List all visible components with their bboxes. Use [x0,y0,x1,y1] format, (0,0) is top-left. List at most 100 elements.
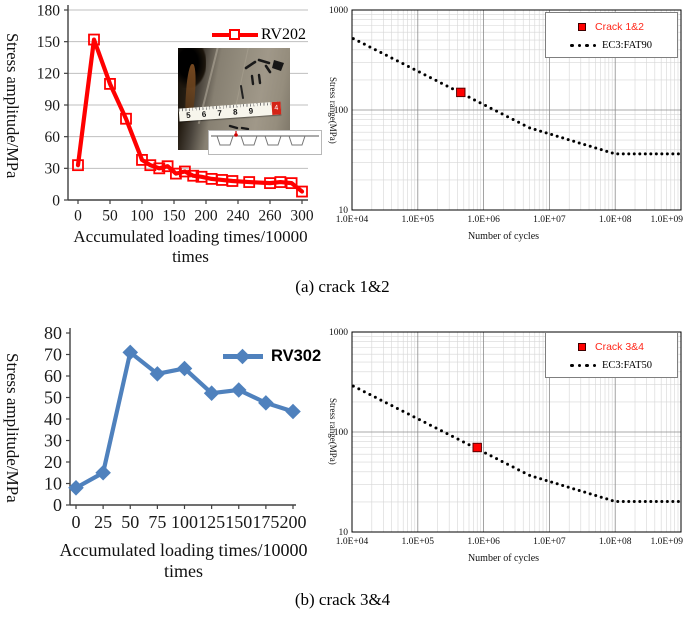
y-tick-label: 40 [44,409,62,429]
curve-dot [439,81,443,85]
y-tick-label: 1000 [329,6,348,16]
x-tick-label: 0 [74,208,82,225]
data-point-marker [296,185,308,198]
curve-dot [395,59,399,63]
curve-dot [643,499,647,503]
y-tick-label: 120 [37,66,61,83]
dotted-line-marker-icon [570,363,596,368]
x-tick-label: 25 [94,512,112,532]
curve-dot [577,141,581,145]
x-tick-label: 1.0E+06 [467,215,500,225]
x-tick-label: 260 [258,208,282,225]
caption-b: (b) crack 3&4 [294,590,391,609]
curve-dot [506,115,510,119]
curve-dot [473,98,477,102]
curve-dot [390,56,394,60]
curve-dot [484,451,488,455]
y-tick-label: 80 [44,323,62,343]
curve-dot [550,133,554,137]
curve-dot [610,151,614,155]
x-tick-label: 125 [198,512,225,532]
curve-dot [632,499,636,503]
sn-a-legend-line-label: EC3:FAT90 [602,40,652,51]
curve-dot [533,128,537,132]
curve-dot [384,401,388,405]
legend-row: EC3:FAT50 [546,356,677,375]
rv202-chart: 0 30 60 90 120 150 180 0 50 100 150 200 240 260 300 [37,2,314,224]
curve-dot [577,489,581,493]
curve-dot [500,112,504,116]
y-tick-label: 0 [53,495,62,515]
curve-dot [660,499,664,503]
data-point-marker [285,403,301,420]
data-point-marker [258,395,274,411]
curve-dot [362,42,366,46]
curve-dot [539,129,543,133]
curve-dot [649,499,653,503]
curve-dot [351,37,355,41]
curve-dot [522,123,526,127]
data-point-marker [285,177,298,190]
curve-dot [561,136,565,140]
curve-dot [384,53,388,57]
data-point-marker [203,385,220,401]
y-tick-label: 10 [339,206,349,216]
y-tick-label: 100 [334,106,349,116]
x-tick-label: 1.0E+04 [336,537,369,547]
data-point-marker [144,159,157,172]
curve-dot [594,146,598,150]
curve-dot [445,432,449,436]
data-point-marker [170,167,182,180]
legend-row: Crack 3&4 [546,337,677,356]
data-point-marker [274,176,287,188]
curve-dot [588,492,592,496]
sn-b-y-axis-title: Stress range(MPa) [328,397,338,465]
curve-dot [544,478,548,482]
curve-dot [572,487,576,491]
curve-dot [412,67,416,71]
y-tick-label: 70 [44,345,62,365]
curve-dot [456,437,460,441]
x-tick-label: 100 [171,512,198,532]
curve-dot [528,473,532,477]
legend-row: EC3:FAT90 [546,36,677,55]
curve-dot [583,490,587,494]
y-tick-label: 30 [44,431,62,451]
sn-a-legend: Crack 1&2 EC3:FAT90 [545,12,678,58]
open-square-marker-icon [229,29,240,41]
x-tick-label: 50 [121,512,139,532]
curve-dot [395,406,399,410]
data-point-marker [226,175,239,187]
curve-dot [417,418,421,422]
x-tick-label: 1.0E+04 [336,215,369,225]
data-point-marker [104,77,116,90]
data-point-marker [187,169,200,182]
y-tick-label: 20 [44,452,62,472]
curve-dot [357,39,361,43]
curve-dot [616,499,620,503]
y-tick-label: 60 [44,366,62,386]
sn-curve-b-chart: 10 100 1000 1.0E+04 1.0E+05 1.0E+06 1.0E+07 1.0… [329,328,683,547]
curve-dot [654,152,658,156]
curve-dot [401,62,405,66]
data-point-marker [230,382,247,398]
curve-dot [484,104,488,108]
curve-dot [434,426,438,430]
deck-section-diagram-inset [208,130,322,155]
sn-a-x-axis-title: Number of cycles [467,231,540,242]
curve-dot [649,152,653,156]
x-tick-label: 150 [225,512,252,532]
curve-dot [401,409,405,413]
x-tick-label: 1.0E+08 [599,215,632,225]
red-square-marker-icon [578,342,586,351]
rv302-y-axis-title: Stress amplitude/MPa [3,353,22,503]
curve-dot [555,482,559,486]
rv202-legend-label: RV202 [261,26,306,43]
x-tick-label: 1.0E+08 [599,537,632,547]
curve-dot [632,152,636,156]
curve-dot [445,84,449,88]
rv302-x-axis-title: Accumulated loading times/10000 times [59,540,308,581]
x-tick-label: 1.0E+07 [533,537,566,547]
rv302-legend: RV302 [223,347,321,366]
